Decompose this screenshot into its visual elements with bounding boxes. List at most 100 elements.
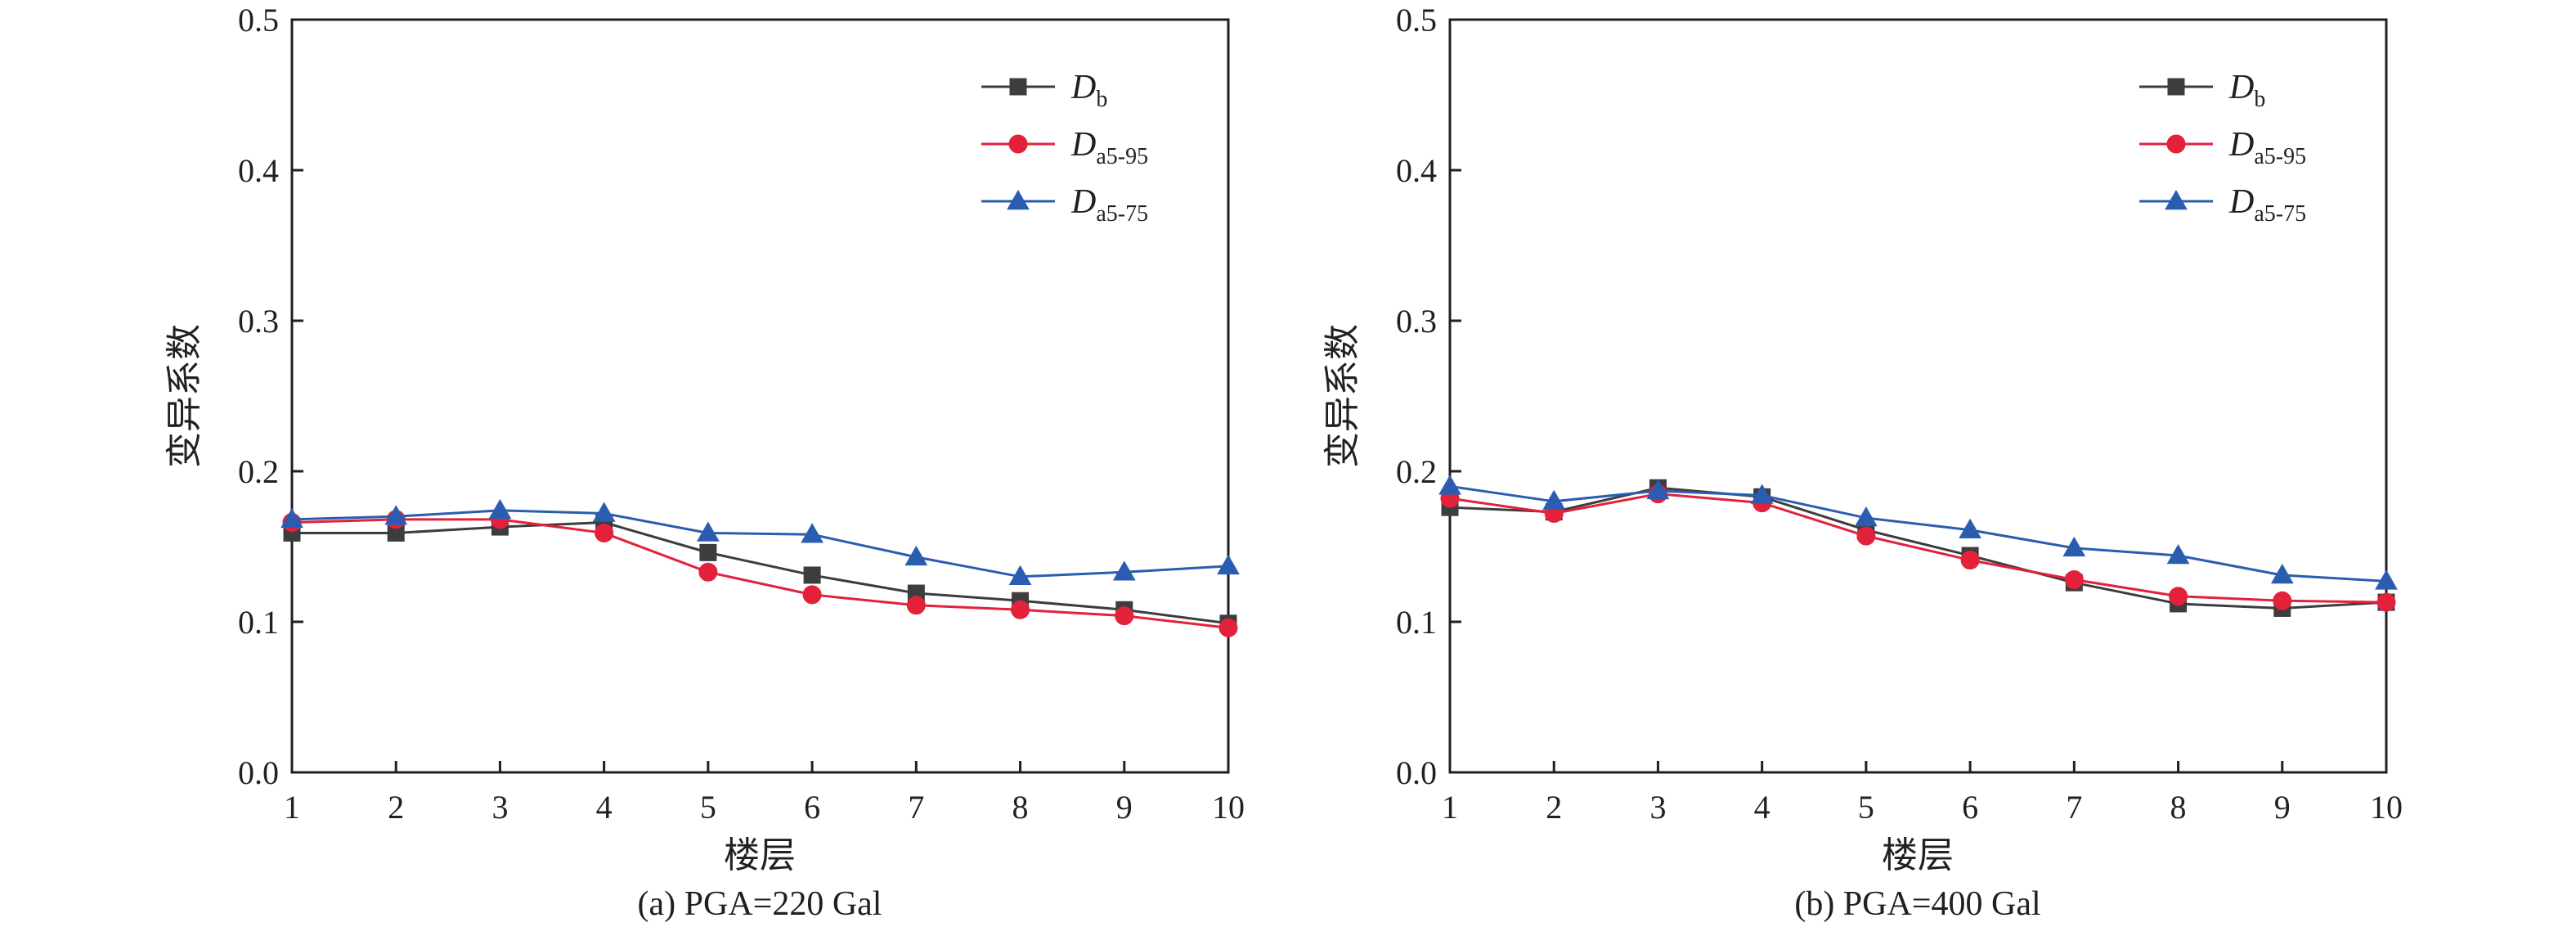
plot-frame <box>290 18 1230 774</box>
data-point <box>1011 600 1030 619</box>
data-point <box>1856 526 1876 546</box>
data-point <box>699 543 717 561</box>
legend-label: Da5-75 <box>2228 183 2306 227</box>
legend-item: Da5-95 <box>2139 126 2306 169</box>
x-tick-label: 1 <box>1442 789 1458 826</box>
x-tick-label: 3 <box>1649 789 1666 826</box>
x-tick-label: 4 <box>1754 789 1770 826</box>
legend-marker <box>2166 134 2186 154</box>
data-point <box>2166 544 2190 565</box>
y-tick-label: 0.2 <box>238 453 279 490</box>
x-tick-label: 2 <box>388 789 404 826</box>
legend-symbol: D <box>1070 126 1096 164</box>
chart-panel-a: 0.0 0.1 0.2 0.3 0.4 0.5 1 2 3 4 5 6 7 8 9 10 楼层 变异系数 (a) P… <box>164 2 1245 923</box>
legend-marker <box>2167 78 2185 96</box>
legend-subscript: b <box>2254 87 2265 112</box>
y-tick-label: 0.4 <box>238 152 279 189</box>
data-point <box>801 523 824 543</box>
data-point <box>1218 618 1238 637</box>
legend-label: Da5-95 <box>1070 126 1148 169</box>
x-tick-label: 8 <box>1012 789 1029 826</box>
y-tick-label: 0.4 <box>1396 152 1437 189</box>
x-tick-label: 1 <box>284 789 300 826</box>
data-point <box>2375 569 2398 590</box>
series-a5-75 <box>1438 475 2398 590</box>
legend-item: Db <box>2139 69 2265 112</box>
legend-subscript: a5-75 <box>1096 201 1148 227</box>
x-tick-label: 6 <box>804 789 820 826</box>
data-point <box>595 523 614 542</box>
legend-symbol: D <box>2228 183 2254 221</box>
series-line <box>291 518 1229 629</box>
legend-symbol: D <box>2228 69 2254 106</box>
x-tick-label: 8 <box>2170 789 2187 826</box>
x-axis-title: 楼层 <box>1882 835 1954 875</box>
x-tick-label: 10 <box>1212 789 1245 826</box>
x-tick-label: 7 <box>908 789 924 826</box>
legend-marker <box>1008 134 1028 154</box>
x-axis-title: 楼层 <box>724 835 796 875</box>
legend-label: Db <box>1070 69 1107 112</box>
y-tick-label: 0.0 <box>1396 754 1437 791</box>
data-point <box>2169 587 2188 606</box>
legend-item: Da5-75 <box>981 183 1148 227</box>
data-point <box>2376 592 2396 612</box>
data-point <box>1960 551 1980 570</box>
data-point <box>1438 475 1461 495</box>
data-point <box>1115 606 1134 626</box>
x-tick-label: 10 <box>2370 789 2403 826</box>
legend-marker <box>1009 78 1027 96</box>
data-point <box>1646 479 1670 500</box>
data-point <box>1750 484 1774 504</box>
x-tick-label: 3 <box>491 789 508 826</box>
data-point <box>384 505 408 525</box>
legend-label: Da5-95 <box>2228 126 2306 169</box>
x-tick-label: 4 <box>596 789 613 826</box>
data-point <box>592 502 616 522</box>
legend-label: Db <box>2228 69 2265 112</box>
legend-symbol: D <box>1070 69 1096 106</box>
legend-subscript: b <box>1096 87 1107 112</box>
data-point <box>803 566 821 584</box>
data-point <box>904 545 928 566</box>
x-tick-label: 7 <box>2066 789 2082 826</box>
y-tick-label: 0.5 <box>1396 2 1437 38</box>
y-tick-label: 0.5 <box>238 2 279 38</box>
legend-item: Db <box>981 69 1107 112</box>
legend-subscript: a5-75 <box>2254 201 2306 227</box>
legend-symbol: D <box>1070 183 1096 221</box>
series-line <box>291 509 1229 578</box>
y-axis-title: 变异系数 <box>164 324 204 468</box>
y-axis-title: 变异系数 <box>1322 324 1362 468</box>
series-line <box>1449 484 2387 583</box>
y-tick-label: 0.1 <box>1396 604 1437 641</box>
legend-symbol: D <box>2228 126 2254 164</box>
data-point <box>2062 536 2086 557</box>
legend-label: Da5-75 <box>1070 183 1148 227</box>
x-tick-label: 5 <box>700 789 716 826</box>
data-point <box>1112 560 1136 581</box>
data-point <box>697 521 720 542</box>
series-line <box>1449 493 2387 604</box>
x-tick-label: 6 <box>1962 789 1978 826</box>
data-point <box>1959 518 1981 539</box>
data-point <box>1542 489 1566 511</box>
y-tick-label: 0.1 <box>238 604 279 641</box>
x-tick-label: 5 <box>1858 789 1874 826</box>
panel-caption: (b) PGA=400 Gal <box>1794 885 2040 923</box>
series-line <box>1449 486 2387 610</box>
data-point <box>2270 563 2294 584</box>
y-tick-label: 0.3 <box>1396 303 1437 340</box>
legend-marker <box>1007 189 1030 210</box>
y-tick-label: 0.3 <box>238 303 279 340</box>
data-point <box>698 562 718 582</box>
panel-caption: (a) PGA=220 Gal <box>638 885 882 923</box>
data-point <box>280 507 303 529</box>
data-point <box>802 585 822 605</box>
data-point <box>1855 506 1878 527</box>
legend-item: Da5-75 <box>2139 183 2306 227</box>
data-point <box>2064 569 2084 589</box>
